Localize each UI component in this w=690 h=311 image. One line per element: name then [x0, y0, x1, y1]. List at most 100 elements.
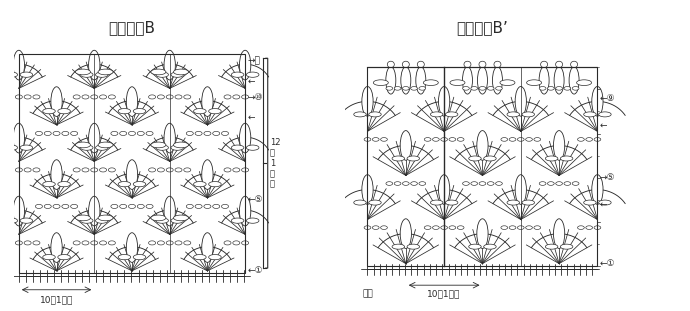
- Ellipse shape: [479, 61, 486, 67]
- Ellipse shape: [477, 67, 487, 94]
- Ellipse shape: [392, 156, 404, 161]
- Ellipse shape: [539, 67, 549, 94]
- Text: ←: ←: [248, 113, 255, 122]
- Ellipse shape: [445, 112, 458, 117]
- Ellipse shape: [224, 241, 231, 245]
- Ellipse shape: [431, 112, 443, 117]
- Ellipse shape: [586, 226, 593, 230]
- Ellipse shape: [99, 95, 106, 99]
- Ellipse shape: [81, 145, 93, 150]
- Ellipse shape: [43, 254, 55, 260]
- Ellipse shape: [5, 145, 17, 150]
- Ellipse shape: [507, 200, 520, 205]
- Ellipse shape: [571, 61, 578, 67]
- Text: ←: ←: [600, 120, 607, 129]
- Ellipse shape: [594, 137, 601, 141]
- Ellipse shape: [394, 182, 401, 185]
- Ellipse shape: [354, 200, 366, 205]
- Text: 10目1模様: 10目1模様: [427, 290, 461, 299]
- Ellipse shape: [13, 123, 24, 153]
- Ellipse shape: [416, 67, 426, 94]
- Ellipse shape: [5, 72, 17, 77]
- Ellipse shape: [13, 196, 24, 226]
- Ellipse shape: [509, 137, 516, 141]
- Ellipse shape: [35, 131, 43, 136]
- Ellipse shape: [186, 204, 193, 208]
- Ellipse shape: [592, 86, 603, 116]
- Ellipse shape: [457, 226, 464, 230]
- Ellipse shape: [58, 254, 70, 260]
- Ellipse shape: [594, 226, 601, 230]
- Ellipse shape: [386, 67, 396, 94]
- Ellipse shape: [534, 226, 541, 230]
- Ellipse shape: [119, 131, 127, 136]
- Ellipse shape: [445, 200, 458, 205]
- Ellipse shape: [44, 131, 51, 136]
- Ellipse shape: [91, 95, 98, 99]
- Ellipse shape: [133, 254, 146, 260]
- Ellipse shape: [221, 204, 228, 208]
- Ellipse shape: [175, 241, 182, 245]
- Ellipse shape: [81, 72, 93, 77]
- Text: 12
段
1
模
様: 12 段 1 模 様: [270, 138, 280, 188]
- Ellipse shape: [462, 182, 469, 185]
- Ellipse shape: [51, 160, 62, 189]
- Ellipse shape: [484, 244, 496, 249]
- Ellipse shape: [156, 72, 168, 77]
- Ellipse shape: [401, 67, 411, 94]
- Ellipse shape: [560, 156, 573, 161]
- Ellipse shape: [522, 112, 535, 117]
- Text: 10目1模様: 10目1模様: [40, 295, 73, 304]
- Ellipse shape: [73, 241, 80, 245]
- Ellipse shape: [194, 254, 206, 260]
- Ellipse shape: [547, 182, 554, 185]
- Ellipse shape: [553, 219, 564, 248]
- Ellipse shape: [62, 131, 69, 136]
- Ellipse shape: [449, 137, 456, 141]
- Text: ←: ←: [248, 77, 255, 86]
- Ellipse shape: [35, 204, 43, 208]
- Ellipse shape: [133, 109, 146, 114]
- Ellipse shape: [373, 80, 388, 86]
- Ellipse shape: [33, 95, 40, 99]
- Ellipse shape: [417, 61, 424, 67]
- Ellipse shape: [402, 61, 409, 67]
- Bar: [19, 54, 245, 273]
- Ellipse shape: [462, 67, 473, 94]
- Ellipse shape: [354, 112, 366, 117]
- Ellipse shape: [457, 137, 464, 141]
- Ellipse shape: [545, 244, 558, 249]
- Ellipse shape: [507, 112, 520, 117]
- Ellipse shape: [555, 182, 562, 185]
- Ellipse shape: [126, 87, 137, 116]
- Ellipse shape: [73, 95, 80, 99]
- Text: ←⑤: ←⑤: [248, 195, 264, 204]
- Ellipse shape: [128, 204, 135, 208]
- Ellipse shape: [402, 86, 409, 90]
- Ellipse shape: [241, 241, 248, 245]
- Ellipse shape: [547, 86, 554, 90]
- Ellipse shape: [151, 69, 166, 75]
- Ellipse shape: [400, 219, 411, 248]
- Ellipse shape: [477, 219, 488, 248]
- Ellipse shape: [43, 182, 55, 187]
- Ellipse shape: [108, 95, 115, 99]
- Ellipse shape: [572, 86, 579, 90]
- Ellipse shape: [233, 95, 240, 99]
- Ellipse shape: [70, 131, 78, 136]
- Ellipse shape: [368, 112, 382, 117]
- Text: →⑩: →⑩: [248, 93, 264, 102]
- Ellipse shape: [392, 244, 404, 249]
- Ellipse shape: [91, 168, 98, 172]
- Ellipse shape: [53, 131, 60, 136]
- Ellipse shape: [495, 182, 502, 185]
- Ellipse shape: [407, 244, 420, 249]
- Ellipse shape: [118, 182, 130, 187]
- Ellipse shape: [387, 61, 394, 67]
- Ellipse shape: [195, 131, 202, 136]
- Ellipse shape: [518, 137, 524, 141]
- Ellipse shape: [439, 86, 450, 116]
- Ellipse shape: [592, 175, 603, 204]
- Ellipse shape: [43, 109, 55, 114]
- Ellipse shape: [246, 145, 259, 150]
